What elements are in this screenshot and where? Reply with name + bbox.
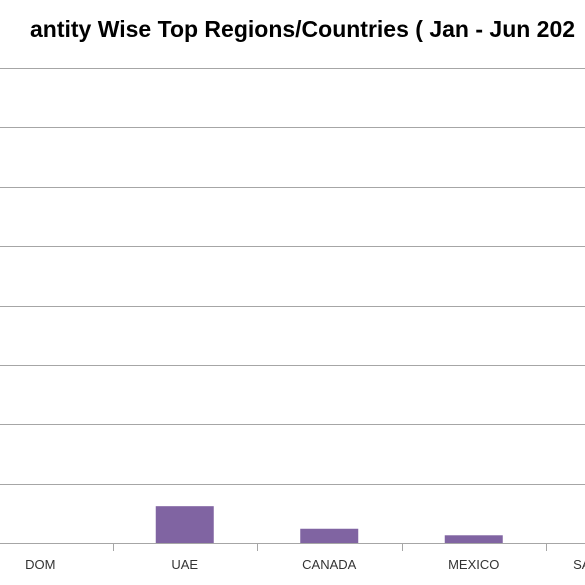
x-tick-label: MEXICO <box>448 557 499 572</box>
x-tick-label: DOM <box>25 557 55 572</box>
x-tick-label: UAE <box>171 557 198 572</box>
bar-canada <box>300 528 359 543</box>
bar-uae <box>155 506 214 543</box>
chart-title: antity Wise Top Regions/Countries ( Jan … <box>30 16 576 42</box>
x-tick-label: SAUDI ARABIA <box>573 557 585 572</box>
x-tick-label: CANADA <box>302 557 357 572</box>
bar-mexico <box>444 535 503 543</box>
